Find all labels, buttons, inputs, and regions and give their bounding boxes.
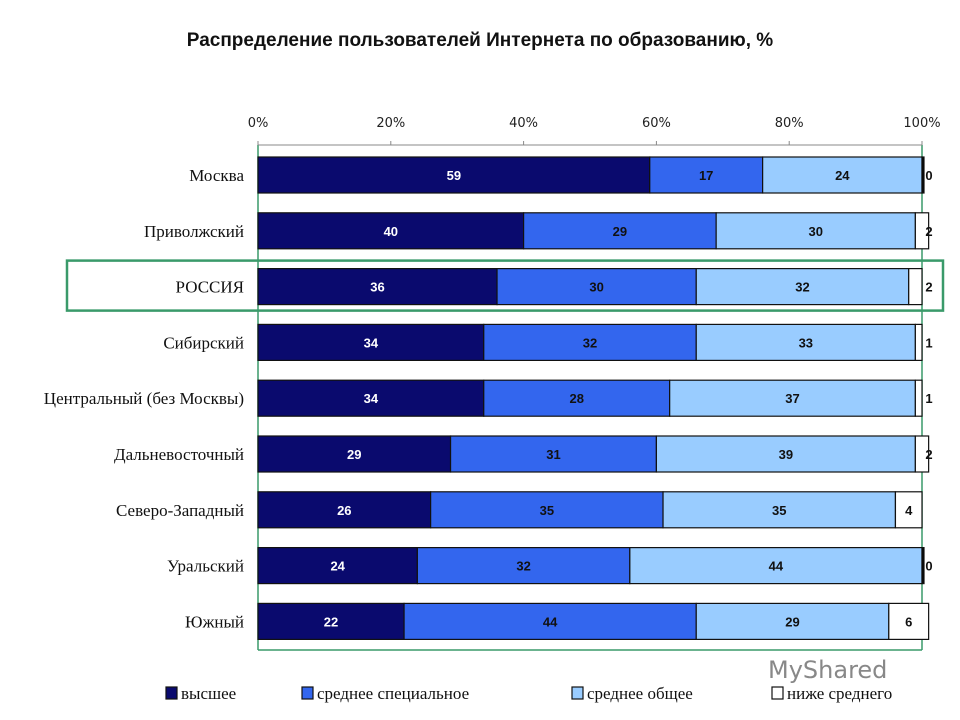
x-tick-label: 80% <box>775 116 804 131</box>
bar-segment <box>914 379 923 417</box>
category-label: Сибирский <box>163 333 244 352</box>
bar-segment <box>496 268 697 306</box>
data-label: 29 <box>613 224 627 239</box>
bar-segment <box>430 491 664 529</box>
data-label: 17 <box>699 168 713 183</box>
data-label: 44 <box>543 614 558 629</box>
category-label: Москва <box>189 166 244 185</box>
bar-segment <box>257 323 485 361</box>
legend-label: ниже среднего <box>787 684 892 703</box>
x-tick-label: 0% <box>248 116 269 131</box>
data-label: 6 <box>905 614 912 629</box>
bar-segment <box>257 602 405 641</box>
legend-swatch <box>301 686 314 700</box>
x-tick-label: 100% <box>903 116 940 131</box>
chart-title: Распределение пользователей Интернета по… <box>186 30 774 51</box>
data-label: 30 <box>589 280 603 295</box>
bar-segment <box>921 546 925 585</box>
x-tick-label: 20% <box>376 116 405 131</box>
data-label: 35 <box>540 503 554 518</box>
bar-segment <box>257 268 498 306</box>
bar-segment <box>695 268 910 306</box>
bar-segment <box>715 212 916 250</box>
watermark: MyShared <box>768 656 888 684</box>
bar-segment <box>257 435 452 473</box>
x-tick-label: 60% <box>642 116 671 131</box>
data-label: 24 <box>330 559 345 574</box>
data-label: 32 <box>583 335 597 350</box>
category-label: Приволжский <box>144 222 244 241</box>
data-label: 39 <box>779 447 793 462</box>
data-label: 2 <box>925 280 932 295</box>
bar-segment <box>403 602 697 641</box>
category-label: Дальневосточный <box>114 445 244 464</box>
legend-label: среднее специальное <box>317 684 469 703</box>
bar-segment <box>629 546 923 585</box>
highlight-box <box>65 259 945 312</box>
legend-swatch <box>571 686 584 700</box>
data-label: 24 <box>835 168 850 183</box>
data-label: 22 <box>324 614 338 629</box>
bar-segment <box>655 435 916 473</box>
data-label: 35 <box>772 503 786 518</box>
bar-segment <box>888 602 930 641</box>
bar-segment <box>695 323 916 361</box>
legend-label: высшее <box>181 684 236 703</box>
data-label: 59 <box>447 168 461 183</box>
bar-segment <box>649 156 764 194</box>
bar-segment <box>695 602 890 641</box>
bar-segment <box>914 212 930 250</box>
bar-segment <box>914 323 923 361</box>
legend-swatch <box>165 686 178 700</box>
bar-segment <box>257 156 651 194</box>
data-label: 26 <box>337 503 351 518</box>
x-tick-label: 40% <box>509 116 538 131</box>
data-label: 29 <box>785 614 799 629</box>
bar-segment <box>257 212 525 250</box>
bar-segment <box>908 268 923 306</box>
data-label: 32 <box>795 280 809 295</box>
bar-segment <box>257 379 485 417</box>
bar-segment <box>257 546 418 585</box>
data-label: 29 <box>347 447 361 462</box>
data-label: 34 <box>364 391 379 406</box>
data-label: 0 <box>925 559 932 574</box>
bar-segment <box>662 491 897 529</box>
data-label: 2 <box>925 447 932 462</box>
data-label: 40 <box>384 224 398 239</box>
bar-segment <box>483 323 697 361</box>
bar-segment <box>921 156 925 194</box>
category-label: Южный <box>185 612 244 631</box>
data-label: 37 <box>785 391 799 406</box>
bar-segment <box>762 156 923 194</box>
category-label: Центральный (без Москвы) <box>44 389 244 408</box>
bar-segment <box>416 546 631 585</box>
legend-label: среднее общее <box>587 684 693 703</box>
bar-segment <box>669 379 916 417</box>
legend-swatch <box>771 686 784 700</box>
category-label: РОССИЯ <box>176 278 244 297</box>
category-label: Северо-Западный <box>116 501 244 520</box>
data-label: 32 <box>516 559 530 574</box>
bar-segment <box>483 379 671 417</box>
data-label: 31 <box>546 447 560 462</box>
bar-segment <box>914 435 930 473</box>
bar-segment <box>894 491 923 529</box>
data-label: 1 <box>925 335 932 350</box>
data-label: 28 <box>569 391 583 406</box>
data-label: 30 <box>809 224 823 239</box>
data-label: 0 <box>925 168 932 183</box>
data-label: 1 <box>925 391 932 406</box>
data-label: 33 <box>799 335 813 350</box>
data-label: 2 <box>925 224 932 239</box>
data-label: 44 <box>769 559 784 574</box>
data-label: 36 <box>370 280 384 295</box>
data-label: 34 <box>364 335 379 350</box>
category-label: Уральский <box>167 557 244 576</box>
data-label: 4 <box>905 503 913 518</box>
